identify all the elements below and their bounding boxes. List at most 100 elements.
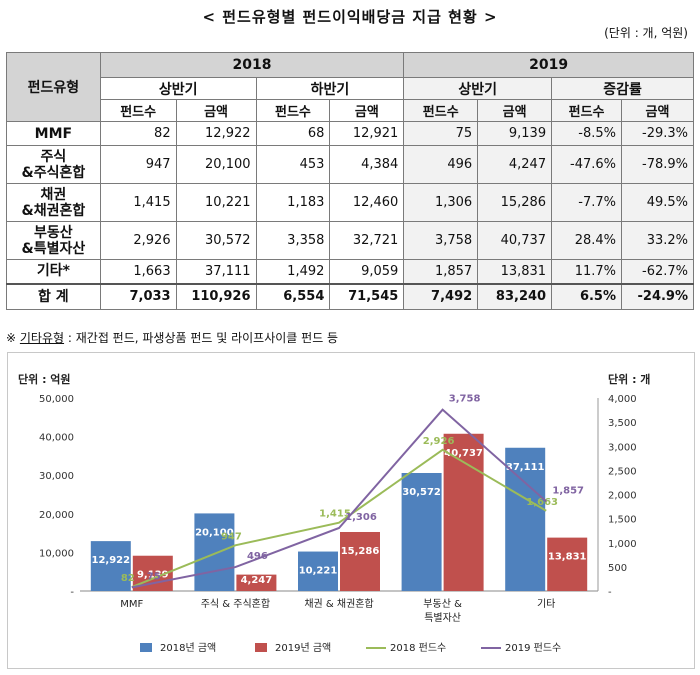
half-2018-2-header: 하반기 <box>255 77 405 100</box>
sub-count-header: 펀드수 <box>99 99 177 122</box>
footnote-text: : 재간접 펀드, 파생상품 펀드 및 라이프사이클 펀드 등 <box>64 331 339 345</box>
line-data-label: 82 <box>121 573 135 584</box>
year-2019-header: 2019 <box>403 52 694 78</box>
left-tick-label: - <box>70 587 74 598</box>
bar-2019 <box>236 574 277 591</box>
row-label: 부동산 &특별자산 <box>6 221 101 260</box>
type-header: 펀드유형 <box>6 52 101 122</box>
cell: -78.9% <box>621 145 694 184</box>
bar-2018 <box>90 541 131 591</box>
row-label-line2: &특별자산 <box>21 240 86 257</box>
category-label-line2: 특별자산 <box>424 612 461 624</box>
sub-count-header: 펀드수 <box>403 99 479 122</box>
line-2019-count <box>131 408 547 589</box>
bar-data-label: 20,100 <box>195 527 234 538</box>
cell: 83,240 <box>477 282 553 310</box>
cell: 9,059 <box>329 259 405 284</box>
left-tick-label: 20,000 <box>39 510 74 521</box>
cell: 1,415 <box>99 183 177 222</box>
cell: 3,758 <box>403 221 479 260</box>
line-data-label: 1,415 <box>319 509 351 520</box>
right-tick-label: 2,500 <box>608 466 637 477</box>
category-label: 주식 & 주식혼합 <box>201 597 270 610</box>
right-tick-label: 3,500 <box>608 418 637 429</box>
line-data-label: 496 <box>247 551 268 562</box>
chart-container: 단위 : 억원 단위 : 개 - 10,000 20,000 30,000 40,000 50… <box>7 352 695 669</box>
cell: 7,033 <box>99 282 177 310</box>
table-row: 주식 &주식혼합 947 20,100 453 4,384 496 4,247 -… <box>6 145 694 184</box>
cell: 7,492 <box>403 282 479 310</box>
footnote-mark: ※ <box>6 331 17 345</box>
cell: 12,922 <box>175 121 257 146</box>
legend-swatch <box>140 643 152 652</box>
category-label: MMF <box>120 599 143 610</box>
sub-amount-header: 금액 <box>621 99 694 122</box>
cell: 1,663 <box>99 259 177 284</box>
bar-data-label: 10,221 <box>299 566 338 577</box>
row-label: 채권 &채권혼합 <box>6 183 101 222</box>
table-row: MMF 82 12,922 68 12,921 75 9,139 -8.5% -… <box>6 121 694 146</box>
cell: 2,926 <box>99 221 177 260</box>
cell: 9,139 <box>477 121 553 146</box>
right-tick-label: 2,000 <box>608 491 637 502</box>
cell: 49.5% <box>621 183 694 222</box>
right-axis-title: 단위 : 개 <box>608 372 650 386</box>
cell: 496 <box>403 145 479 184</box>
row-label-line2: &주식혼합 <box>21 164 86 181</box>
line-data-label: 75 <box>147 571 161 582</box>
right-tick-label: 1,500 <box>608 515 637 526</box>
legend-label: 2019년 금액 <box>275 642 331 654</box>
line-data-label: 3,758 <box>449 394 481 405</box>
cell: 71,545 <box>329 282 405 310</box>
cell: -29.3% <box>621 121 694 146</box>
left-axis-title: 단위 : 억원 <box>18 372 71 386</box>
cell: 28.4% <box>551 221 623 260</box>
cell: 13,831 <box>477 259 553 284</box>
row-label-line1: 부동산 <box>34 224 73 241</box>
category-label: 기타 <box>537 598 555 610</box>
left-tick-label: 50,000 <box>39 394 74 405</box>
row-label: 기타* <box>6 259 101 284</box>
category-label: 부동산 & <box>423 598 462 610</box>
footnote: ※ 기타유형 : 재간접 펀드, 파생상품 펀드 및 라이프사이클 펀드 등 <box>6 329 338 346</box>
cell: 10,221 <box>175 183 257 222</box>
legend-label: 2019 펀드수 <box>505 642 561 654</box>
table-row: 부동산 &특별자산 2,926 30,572 3,358 32,721 3,758… <box>6 221 694 260</box>
year-2018-header: 2018 <box>99 52 405 78</box>
combo-chart: 단위 : 억원 단위 : 개 - 10,000 20,000 30,000 40,000 50… <box>18 372 650 654</box>
bar-data-label: 30,572 <box>402 487 441 498</box>
bar-data-label: 4,247 <box>241 575 273 586</box>
cell: -62.7% <box>621 259 694 284</box>
cell: 82 <box>99 121 177 146</box>
cell: 75 <box>403 121 479 146</box>
cell: 12,921 <box>329 121 405 146</box>
cell: 11.7% <box>551 259 623 284</box>
line-data-label: 947 <box>221 531 242 542</box>
cell: 15,286 <box>477 183 553 222</box>
bar-data-label: 40,737 <box>444 448 483 459</box>
cell: 4,247 <box>477 145 553 184</box>
sub-count-header: 펀드수 <box>551 99 623 122</box>
half-2019-1-header: 상반기 <box>403 77 553 100</box>
line-2018-count <box>131 448 547 588</box>
row-label-line1: 기타* <box>36 263 70 280</box>
bar-2018 <box>298 551 338 591</box>
table-row: 기타* 1,663 37,111 1,492 9,059 1,857 13,83… <box>6 259 694 284</box>
cell: 33.2% <box>621 221 694 260</box>
line-data-label: 1,857 <box>552 485 584 496</box>
left-tick-label: 40,000 <box>39 433 74 444</box>
sub-amount-header: 금액 <box>175 99 257 122</box>
cell: 1,306 <box>403 183 479 222</box>
bar-data-label: 37,111 <box>506 462 545 473</box>
sub-amount-header: 금액 <box>329 99 405 122</box>
right-tick-label: - <box>608 587 612 598</box>
row-label-line2: &채권혼합 <box>21 202 86 219</box>
page-title: < 펀드유형별 펀드이익배당금 지급 현황 > <box>202 8 498 26</box>
right-tick-label: 500 <box>608 563 627 574</box>
sub-count-header: 펀드수 <box>255 99 331 122</box>
row-label: MMF <box>6 121 101 146</box>
cell: 32,721 <box>329 221 405 260</box>
cell: 6.5% <box>551 282 623 310</box>
cell: -7.7% <box>551 183 623 222</box>
bar-data-label: 15,286 <box>341 546 380 557</box>
